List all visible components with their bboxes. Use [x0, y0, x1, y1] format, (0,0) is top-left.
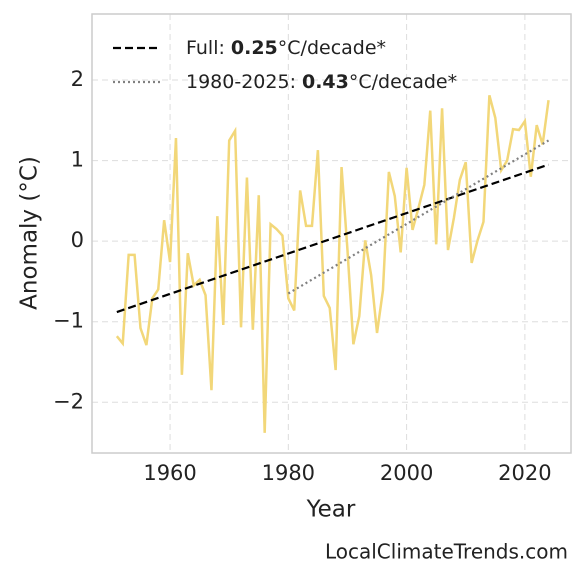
data-line: [115, 95, 550, 433]
y-tick-label: −1: [53, 309, 84, 333]
legend-label-part: °C/decade*: [349, 71, 457, 93]
marks: [115, 95, 550, 433]
x-tick-label: 2020: [498, 461, 551, 485]
legend-label-part: °C/decade*: [278, 37, 386, 59]
legend-label-part: 0.43: [302, 71, 349, 93]
legend-label: 1980-2025: 0.43°C/decade*: [186, 71, 457, 93]
legend-label-part: 1980-2025:: [186, 71, 296, 93]
y-tick-label: 1: [71, 148, 84, 172]
x-axis-label: Year: [306, 497, 356, 523]
x-tick-label: 1980: [262, 461, 315, 485]
legend-label-part: Full:: [186, 37, 225, 59]
y-tick-label: −2: [53, 389, 84, 413]
y-tick-label: 2: [71, 67, 84, 91]
watermark: LocalClimateTrends.com: [325, 540, 568, 564]
y-tick-label: 0: [71, 228, 84, 252]
x-tick-label: 1960: [143, 461, 196, 485]
x-tick-label: 2000: [380, 461, 433, 485]
legend-label-part: 0.25: [231, 37, 278, 59]
trend-line: [116, 163, 549, 314]
plot-frame: [91, 13, 572, 454]
grid: [92, 14, 571, 453]
y-axis-label: Anomaly (°C): [17, 156, 43, 310]
legend-label: Full: 0.25°C/decade*: [186, 37, 386, 59]
trend-line: [287, 139, 550, 295]
